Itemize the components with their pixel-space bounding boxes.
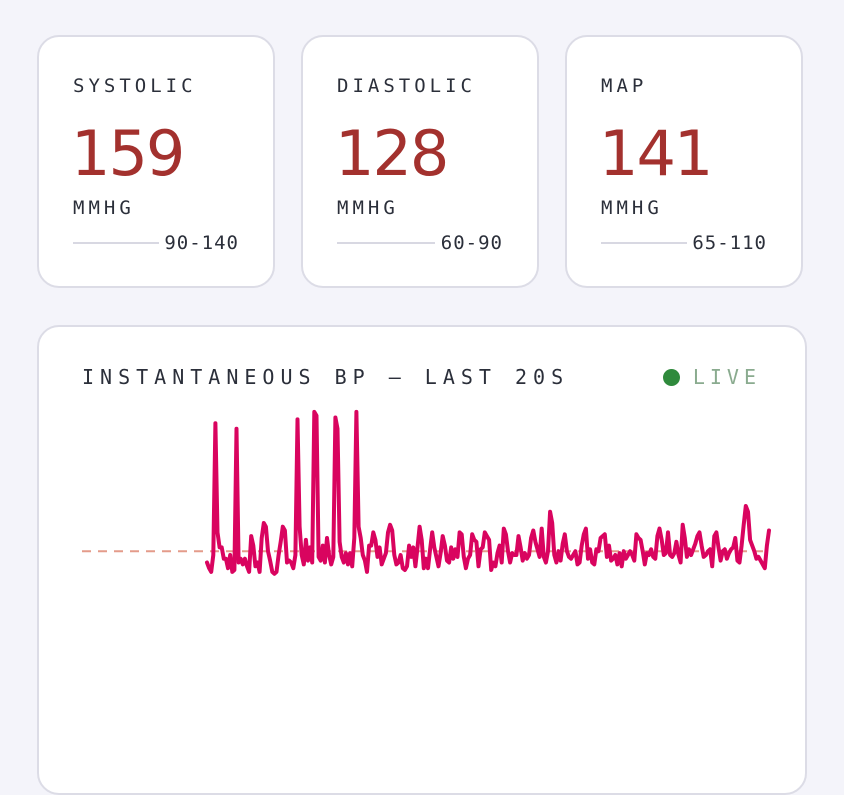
diastolic-card: DIASTOLIC 128 MMHG 60-90 [301, 35, 539, 288]
card-label: DIASTOLIC [337, 75, 476, 97]
card-value: 159 [71, 117, 185, 190]
card-value: 141 [599, 117, 713, 190]
range-divider [601, 242, 687, 244]
card-unit: MMHG [73, 197, 135, 219]
live-label: LIVE [692, 365, 761, 389]
live-dot-icon [662, 368, 680, 386]
card-value: 128 [335, 117, 449, 190]
card-label: MAP [601, 75, 648, 97]
range-divider [337, 242, 435, 244]
card-unit: MMHG [601, 197, 663, 219]
card-label: SYSTOLIC [73, 75, 197, 97]
chart-title: INSTANTANEOUS BP — LAST 20S [82, 365, 570, 389]
card-range: 60-90 [440, 232, 503, 254]
card-range: 65-110 [692, 232, 767, 254]
card-range: 90-140 [164, 232, 239, 254]
map-card: MAP 141 MMHG 65-110 [565, 35, 803, 288]
bp-waveform-chart [82, 409, 771, 576]
bp-trace-line [205, 409, 771, 576]
systolic-card: SYSTOLIC 159 MMHG 90-140 [37, 35, 275, 288]
bp-chart-card: INSTANTANEOUS BP — LAST 20S LIVE [37, 325, 807, 795]
range-divider [73, 242, 159, 244]
live-indicator: LIVE [662, 365, 761, 389]
card-unit: MMHG [337, 197, 399, 219]
